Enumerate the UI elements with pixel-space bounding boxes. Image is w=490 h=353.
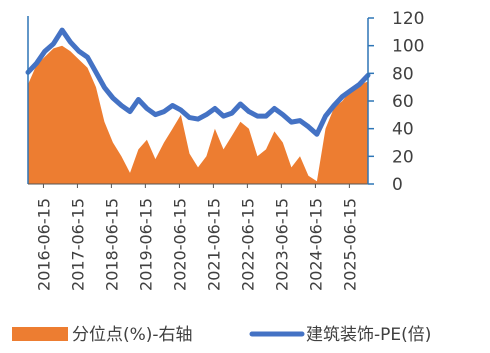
- right-axis-tick-label: 120: [392, 9, 424, 29]
- x-axis-tick-label: 2018-06-15: [102, 198, 121, 291]
- legend-label-area: 分位点(%)-右轴: [72, 325, 193, 345]
- x-axis-tick-label: 2021-06-15: [204, 198, 223, 291]
- x-axis-tick-label: 2025-06-15: [340, 198, 359, 291]
- right-axis-tick-label: 100: [392, 37, 424, 57]
- right-axis-tick-label: 80: [392, 64, 414, 84]
- right-axis-tick-label: 20: [392, 147, 414, 167]
- pe-line: [25, 27, 371, 137]
- x-axis-tick-label: 2020-06-15: [170, 198, 189, 291]
- legend-label-line: 建筑装饰-PE(倍): [306, 325, 431, 345]
- x-axis-tick-label: 2022-06-15: [238, 198, 257, 291]
- right-axis-tick-label: 0: [392, 175, 403, 195]
- percentile-area: [28, 45, 368, 185]
- x-axis-tick-label: 2023-06-15: [272, 198, 291, 291]
- x-axis-tick-label: 2024-06-15: [306, 198, 325, 291]
- legend-swatch-area: [12, 327, 68, 341]
- x-axis-tick-label: 2016-06-15: [35, 198, 54, 291]
- x-axis-tick-label: 2019-06-15: [136, 198, 155, 291]
- right-axis-tick-label: 40: [392, 120, 414, 140]
- right-axis-tick-label: 60: [392, 92, 414, 112]
- x-axis-tick-label: 2017-06-15: [68, 198, 87, 291]
